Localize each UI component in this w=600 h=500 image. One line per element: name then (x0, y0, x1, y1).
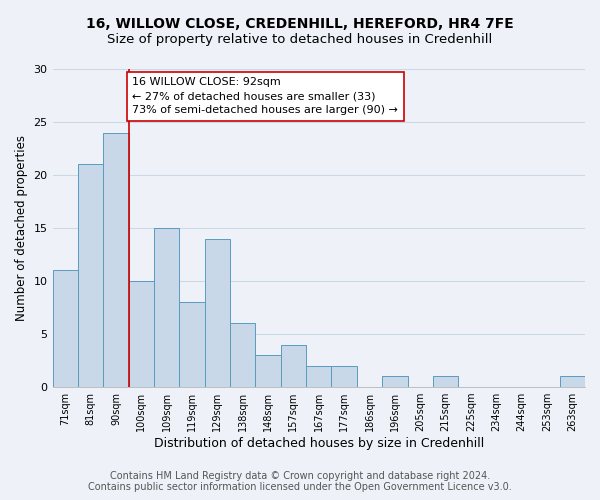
Bar (382, 376, 407, 387)
Bar (230, 324, 256, 387)
Bar (179, 302, 205, 387)
Bar (78, 164, 103, 387)
Bar (331, 366, 357, 387)
Bar (128, 281, 154, 387)
Bar (560, 376, 585, 387)
Y-axis label: Number of detached properties: Number of detached properties (15, 135, 28, 321)
Text: Contains HM Land Registry data © Crown copyright and database right 2024.
Contai: Contains HM Land Registry data © Crown c… (88, 471, 512, 492)
X-axis label: Distribution of detached houses by size in Credenhill: Distribution of detached houses by size … (154, 437, 484, 450)
Text: Size of property relative to detached houses in Credenhill: Size of property relative to detached ho… (107, 32, 493, 46)
Bar (256, 356, 281, 387)
Bar (306, 366, 331, 387)
Text: 16, WILLOW CLOSE, CREDENHILL, HEREFORD, HR4 7FE: 16, WILLOW CLOSE, CREDENHILL, HEREFORD, … (86, 18, 514, 32)
Bar (154, 228, 179, 387)
Bar (205, 238, 230, 387)
Text: 16 WILLOW CLOSE: 92sqm
← 27% of detached houses are smaller (33)
73% of semi-det: 16 WILLOW CLOSE: 92sqm ← 27% of detached… (133, 78, 398, 116)
Bar (281, 344, 306, 387)
Bar (103, 132, 128, 387)
Bar (53, 270, 78, 387)
Bar (433, 376, 458, 387)
